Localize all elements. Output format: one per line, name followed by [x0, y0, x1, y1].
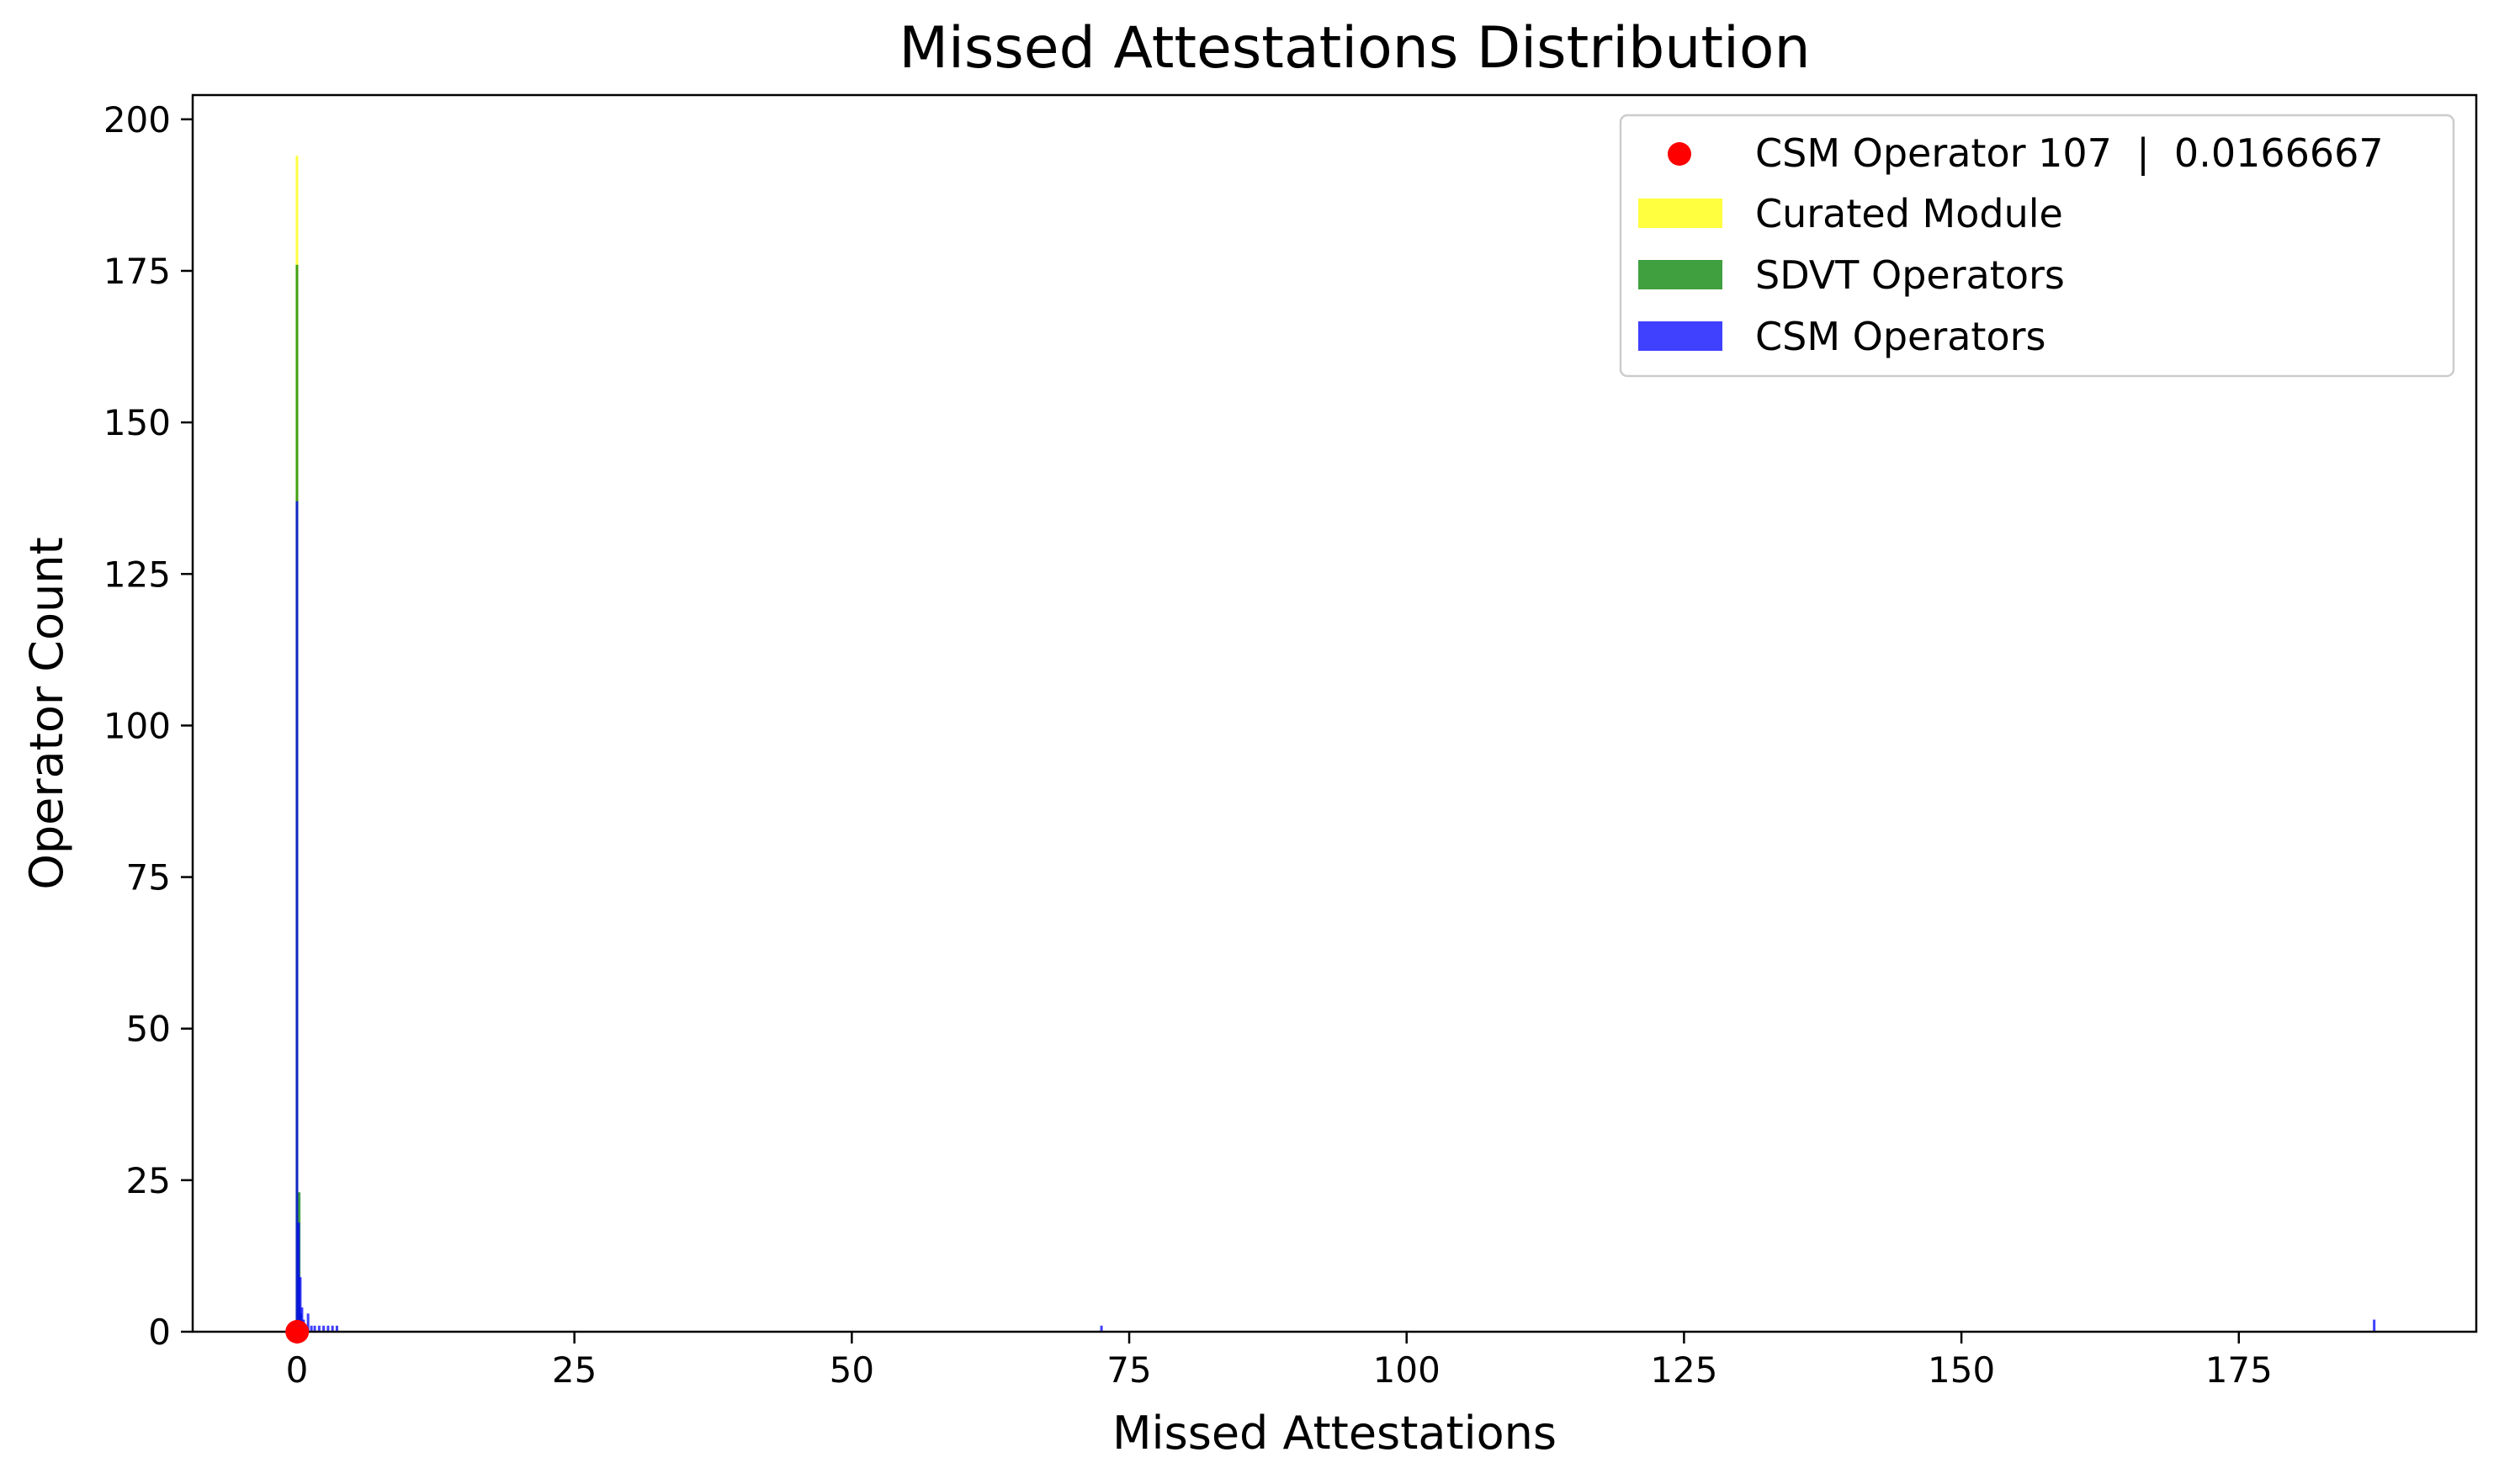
y-tick-label-2: 50: [126, 1009, 171, 1050]
x-tick-label-7: 175: [2205, 1349, 2273, 1391]
bar-csm-operators-11: [331, 1325, 334, 1332]
bar-csm-operators-8: [317, 1325, 321, 1332]
legend-swatch-csm-operators: [1638, 321, 1722, 351]
y-tick-label-6: 150: [103, 402, 171, 443]
axis-ticks: 0 25 50 75 100 125 150 175 0 25 50 75 100 125 150 175 20…: [103, 99, 2273, 1391]
x-tick-label-0: 0: [286, 1349, 309, 1391]
y-tick-label-7: 175: [103, 251, 171, 292]
y-tick-label-4: 100: [103, 705, 171, 746]
chart-title: Missed Attestations Distribution: [899, 15, 1810, 82]
bar-csm-operators-7: [313, 1325, 316, 1332]
y-tick-label-8: 200: [103, 99, 171, 140]
y-tick-label-5: 125: [103, 554, 171, 595]
legend-label-curated-module: Curated Module: [1755, 191, 2063, 236]
legend-label-csm-operators: CSM Operators: [1755, 314, 2046, 359]
y-tick-label-3: 75: [126, 857, 171, 898]
x-tick-label-5: 125: [1650, 1349, 1717, 1391]
bar-csm-operators-5: [306, 1313, 310, 1332]
bar-csm-operators-10: [326, 1325, 330, 1332]
bar-csm-operators-12: [335, 1325, 338, 1332]
y-tick-label-0: 0: [148, 1312, 171, 1353]
bar-csm-operators-0: [295, 501, 299, 1332]
bar-csm-operators-1: [297, 1222, 300, 1332]
x-tick-label-4: 100: [1373, 1349, 1441, 1391]
legend-label-sdvt-operators: SDVT Operators: [1755, 252, 2065, 298]
x-axis-label: Missed Attestations: [1112, 1407, 1557, 1460]
bar-csm-operators-14: [2373, 1319, 2376, 1332]
bar-csm-operators-9: [322, 1325, 326, 1332]
x-tick-label-3: 75: [1106, 1349, 1151, 1391]
legend-box: [1619, 114, 2455, 378]
bar-csm-operators-2: [299, 1277, 302, 1332]
y-tick-label-1: 25: [126, 1160, 171, 1201]
x-tick-label-6: 150: [1928, 1349, 1995, 1391]
legend-marker-highlight: [1668, 142, 1691, 166]
legend-swatch-curated-module: [1638, 199, 1722, 228]
bar-csm-operators-13: [1100, 1325, 1103, 1332]
x-tick-label-1: 25: [552, 1349, 597, 1391]
y-axis-label: Operator Count: [20, 537, 73, 889]
bar-csm-operators-6: [310, 1325, 313, 1332]
legend: CSM Operator 107 | 0.0166667 Curated Mod…: [1619, 114, 2455, 378]
legend-swatch-sdvt-operators: [1638, 260, 1722, 289]
axes-frame: [191, 93, 2478, 1333]
x-tick-label-2: 50: [830, 1349, 874, 1391]
highlight-point: [285, 1320, 310, 1344]
legend-label-highlight: CSM Operator 107 | 0.0166667: [1755, 130, 2384, 177]
bar-csm-operators-3: [300, 1307, 304, 1332]
histogram-bars: [295, 156, 2376, 1332]
